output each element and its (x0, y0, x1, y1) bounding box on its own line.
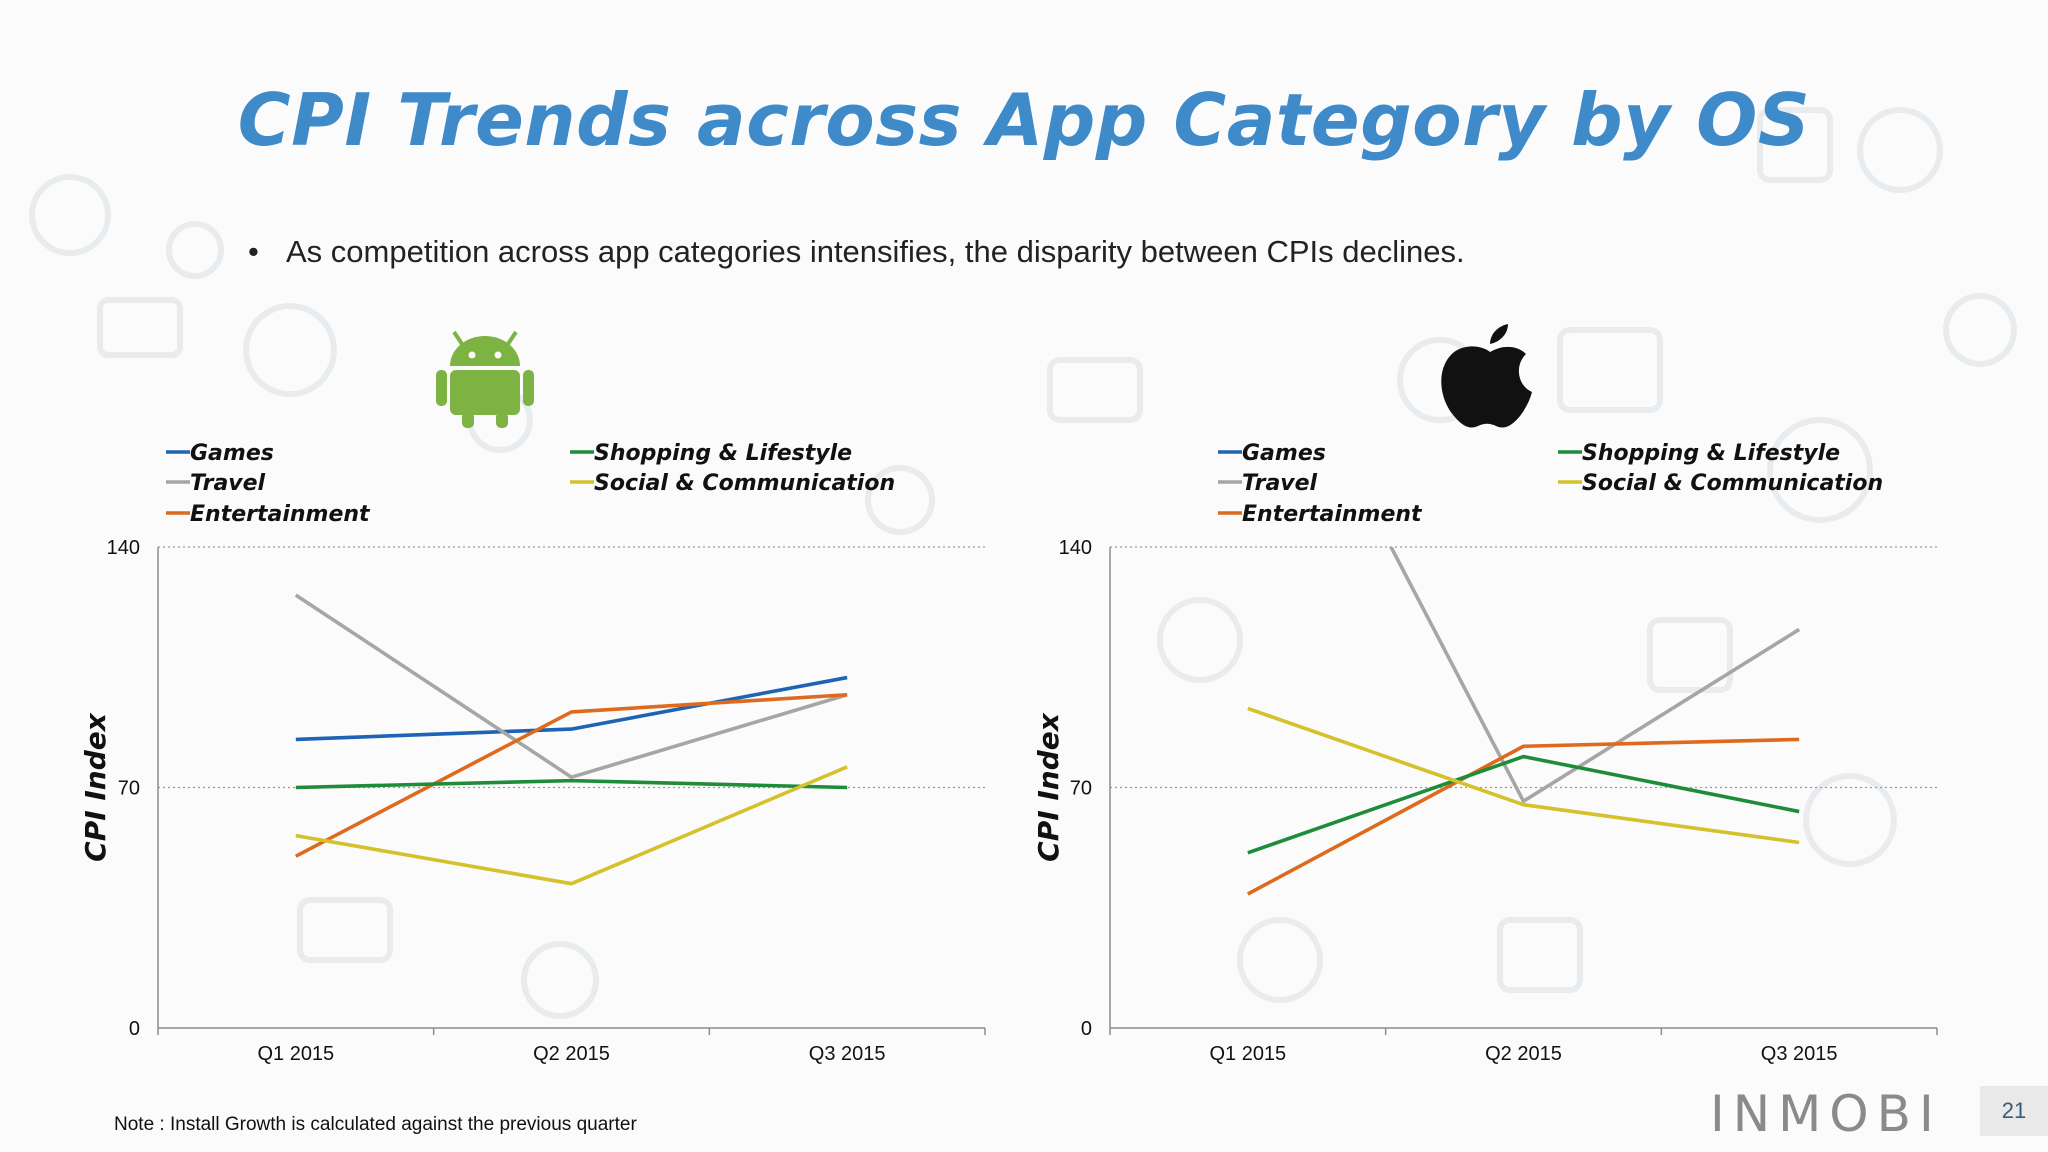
ios-series-line (1246, 737, 1800, 896)
ios-series-line (1247, 706, 1800, 845)
ios-legend-label: Games (1242, 441, 1326, 466)
page-number: 21 (1980, 1086, 2048, 1136)
bullet-text: As competition across app categories int… (286, 234, 1465, 269)
apple-icon (1441, 324, 1532, 428)
android-y-tick-label: 70 (118, 778, 140, 800)
ios-legend-label: Entertainment (1242, 502, 1423, 527)
android-legend-label: Social & Communication (594, 471, 895, 496)
ios-series-line (1389, 547, 1801, 804)
ios-x-tick-label: Q3 2015 (1761, 1043, 1838, 1065)
android-series-line (295, 765, 848, 886)
bullet-marker: • (248, 234, 259, 269)
ios-legend-label: Shopping & Lifestyle (1582, 441, 1840, 466)
ios-legend-label: Travel (1242, 471, 1318, 496)
ios-legend-label: Social & Communication (1582, 471, 1883, 496)
ios-y-tick-label: 70 (1070, 778, 1092, 800)
inmobi-logo: INMOBI (1710, 1085, 1942, 1143)
android-y-tick-label: 140 (107, 537, 140, 559)
ios-y-tick-label: 140 (1059, 537, 1092, 559)
android-chart: 0 70 140 Q1 2015 Q2 2015 Q3 2015 CPI Index Game… (79, 441, 986, 1065)
android-x-tick-label: Q1 2015 (257, 1043, 334, 1065)
android-icon (436, 330, 534, 428)
ios-series-group (1246, 547, 1801, 896)
ios-chart: 0 70 140 Q1 2015 Q2 2015 Q3 2015 CPI Index Game… (1032, 441, 1938, 1065)
ios-y-axis-title: CPI Index (1032, 712, 1065, 862)
android-legend-label: Entertainment (190, 502, 371, 527)
android-series-line (295, 778, 848, 790)
android-series-line (294, 692, 848, 858)
android-y-axis-title: CPI Index (79, 712, 112, 862)
android-legend-label: Travel (190, 471, 266, 496)
ios-x-tick-label: Q2 2015 (1485, 1043, 1562, 1065)
android-series-line (295, 675, 848, 742)
android-legend-label: Shopping & Lifestyle (594, 441, 852, 466)
android-legend-label: Games (190, 441, 274, 466)
ios-y-tick-label: 0 (1081, 1018, 1092, 1040)
slide-title: CPI Trends across App Category by OS (237, 78, 1811, 162)
android-y-tick-label: 0 (129, 1018, 140, 1040)
android-series-line (294, 593, 848, 779)
android-x-tick-label: Q3 2015 (809, 1043, 886, 1065)
bullet-point: • As competition across app categories in… (248, 234, 1465, 270)
ios-x-tick-label: Q1 2015 (1209, 1043, 1286, 1065)
footnote: Note : Install Growth is calculated agai… (114, 1114, 637, 1135)
ios-series-line (1247, 754, 1800, 855)
android-series-group (294, 593, 848, 886)
android-x-tick-label: Q2 2015 (533, 1043, 610, 1065)
